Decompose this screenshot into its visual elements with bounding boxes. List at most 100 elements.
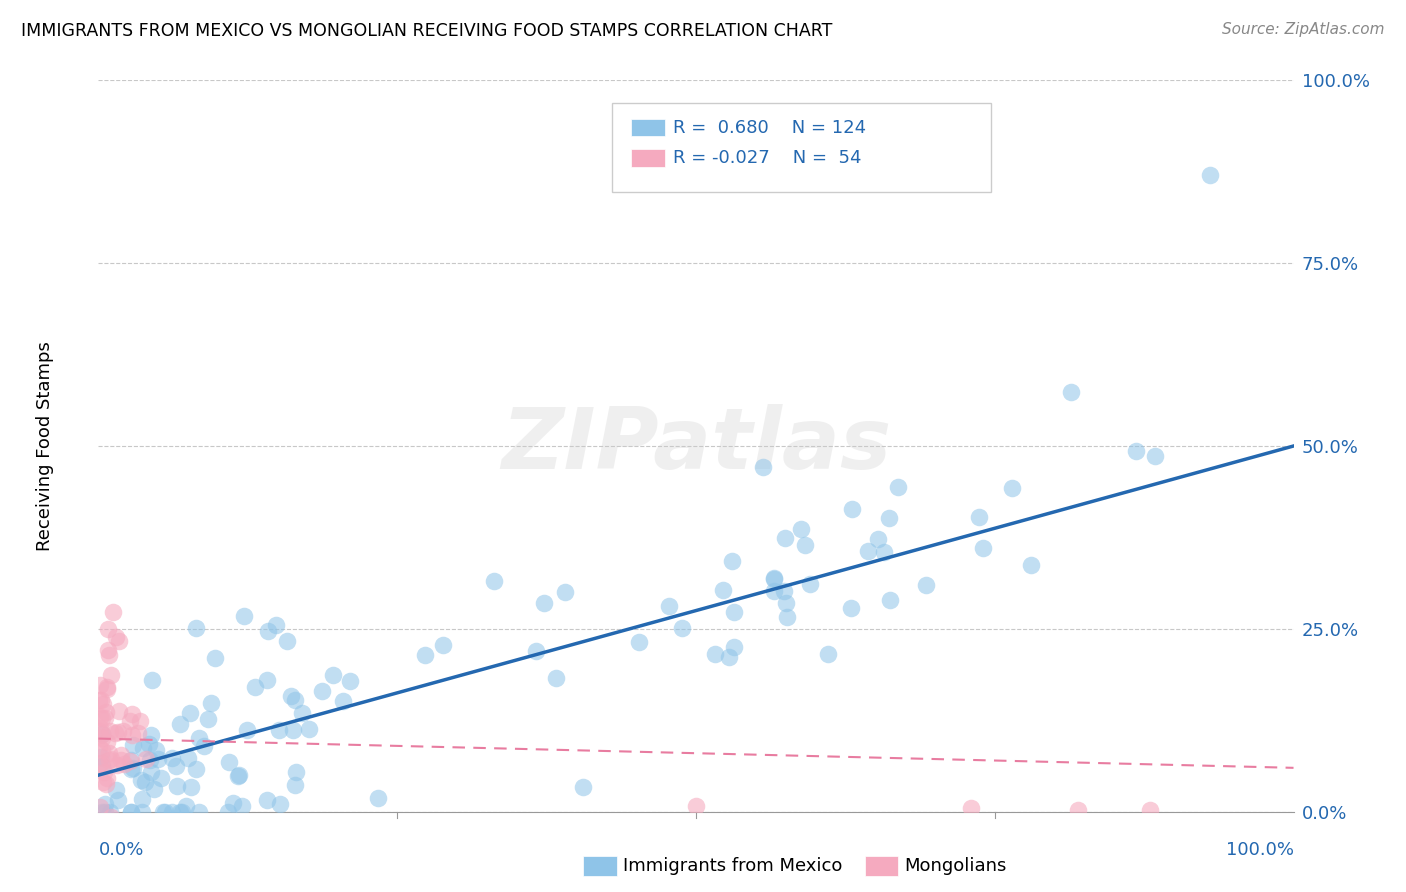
Point [91,731,114,745]
Point [711,582,734,597]
Point [773,531,796,545]
Point [104,630,127,644]
Point [533,596,555,610]
Point [97,622,120,636]
Text: R = -0.027    N =  54: R = -0.027 N = 54 [673,149,862,167]
Point [172,805,194,819]
Point [101,606,124,620]
Text: Mongolians: Mongolians [904,857,1007,875]
Point [856,544,879,558]
Point [269,797,291,812]
Point [960,801,983,815]
Point [841,502,863,516]
Point [267,723,290,737]
Point [222,796,245,810]
Point [152,805,174,819]
Point [122,738,145,752]
Point [118,714,141,728]
Point [226,769,249,783]
Point [98,753,121,767]
Point [145,743,167,757]
Point [1139,803,1161,817]
Point [90,692,112,706]
Point [235,723,257,738]
Point [571,780,593,795]
Point [100,752,122,766]
Point [322,667,344,681]
Point [100,810,122,824]
Point [217,805,239,819]
Point [120,762,142,776]
Point [311,683,333,698]
Point [186,621,208,635]
Point [284,779,307,793]
Point [91,743,114,757]
Text: IMMIGRANTS FROM MEXICO VS MONGOLIAN RECEIVING FOOD STAMPS CORRELATION CHART: IMMIGRANTS FROM MEXICO VS MONGOLIAN RECE… [21,22,832,40]
Point [482,574,505,588]
Point [112,757,135,772]
Point [627,635,650,649]
Point [89,693,111,707]
Point [100,668,122,682]
Point [108,704,131,718]
Point [139,753,162,767]
Point [177,751,200,765]
Point [91,759,114,773]
Point [228,768,250,782]
Point [94,711,117,725]
Point [879,510,901,524]
Point [257,624,280,639]
Point [256,673,278,687]
Point [94,777,117,791]
Point [887,480,910,494]
Point [763,583,786,598]
Point [266,618,288,632]
Point [138,737,160,751]
Point [717,649,740,664]
Point [96,735,118,749]
Point [139,728,162,742]
Point [146,752,169,766]
Point [96,681,118,695]
Point [232,609,254,624]
Point [108,634,131,648]
Point [90,756,112,771]
Point [121,761,143,775]
Point [90,710,112,724]
Text: 100.0%: 100.0% [1226,841,1294,859]
Text: 0.0%: 0.0% [98,841,143,859]
Point [90,750,112,764]
Point [204,650,226,665]
Point [721,554,744,568]
Point [89,724,111,739]
Point [166,779,188,793]
Point [685,798,707,813]
Point [107,792,129,806]
Point [554,585,576,599]
Point [93,805,115,819]
Point [98,648,121,662]
Point [868,532,890,546]
Point [546,671,568,685]
Point [111,723,134,738]
Point [98,723,121,738]
Point [291,706,314,720]
Point [89,757,111,772]
Point [1125,444,1147,458]
Point [789,522,811,536]
Point [231,799,253,814]
Point [1060,384,1083,399]
Point [165,759,187,773]
Point [197,712,219,726]
Point [915,577,938,591]
Text: ZIPatlas: ZIPatlas [501,404,891,488]
Point [89,721,111,735]
Point [120,805,142,819]
Text: Source: ZipAtlas.com: Source: ZipAtlas.com [1222,22,1385,37]
Point [671,621,693,635]
Point [131,740,153,755]
Point [169,805,191,819]
Point [879,593,901,607]
Point [139,764,162,779]
Point [180,780,202,794]
